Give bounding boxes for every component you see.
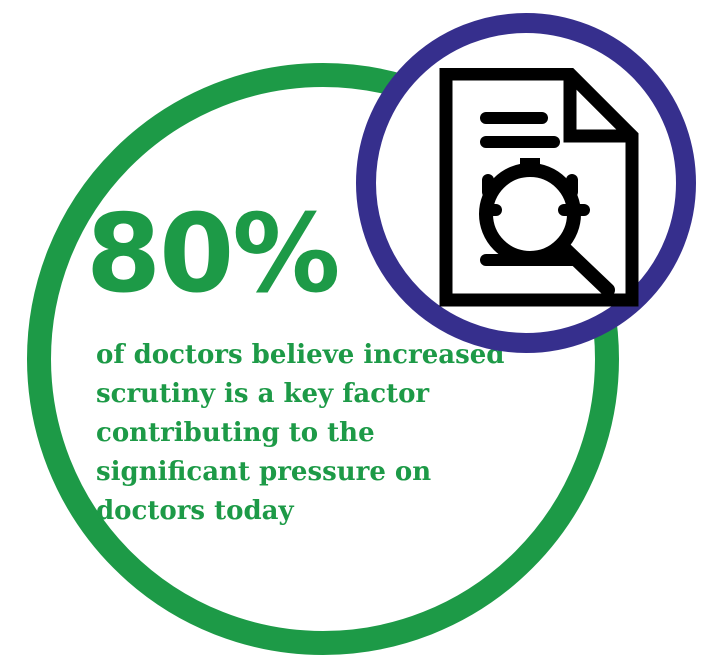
stat-caption: of doctors believe increased scrutiny is… — [96, 340, 505, 526]
stat-value: 80% — [86, 192, 341, 317]
document-search-icon — [436, 67, 640, 308]
